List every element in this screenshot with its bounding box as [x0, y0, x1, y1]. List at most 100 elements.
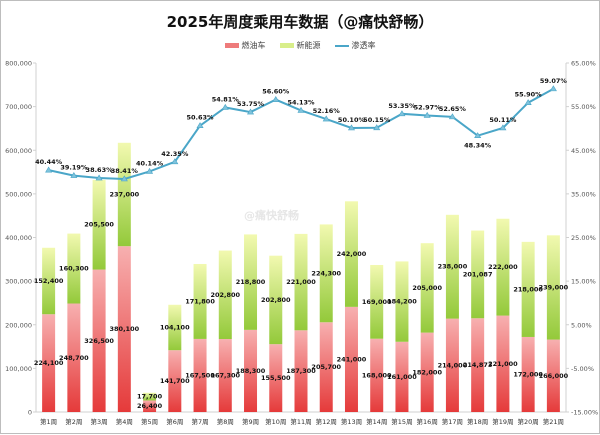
bar-nev [496, 218, 510, 316]
x-tick-label: 第7周 [191, 417, 208, 426]
bar-nev-label: 239,000 [539, 283, 569, 291]
y-right-tick: 65.00% [571, 60, 596, 68]
bar-fuel [420, 332, 434, 412]
line-marker-icon [95, 174, 103, 181]
bar-nev-label: 169,000 [362, 298, 392, 306]
bar-fuel [496, 315, 510, 412]
y-right-tick: -15.00% [571, 409, 598, 417]
y-left-tick: 500,000 [5, 190, 32, 198]
x-tick-label: 第19周 [492, 417, 513, 426]
bar-fuel [193, 338, 207, 412]
x-tick-label: 第16周 [417, 417, 438, 426]
bar-nev [546, 235, 560, 340]
bar-fuel [92, 269, 106, 412]
x-tick-label: 第13周 [341, 417, 362, 426]
bar-fuel-label: 214,873 [463, 361, 493, 369]
bar-fuel-label: 326,500 [84, 337, 114, 345]
line-marker-icon [297, 106, 305, 113]
bar-fuel-label: 172,000 [513, 370, 543, 378]
line-marker-icon [423, 111, 431, 118]
x-tick-label: 第9周 [242, 417, 259, 426]
line-marker-icon [246, 108, 255, 115]
bar-nev-label: 205,500 [84, 221, 114, 229]
bar-nev-label: 160,300 [59, 265, 89, 273]
y-left-tick: 0 [28, 409, 32, 417]
bar-nev [319, 224, 333, 323]
bar-nev-label: 17,700 [137, 393, 163, 401]
y-right-tick: 55.00% [571, 103, 596, 111]
line-marker-icon [474, 132, 482, 138]
bar-nev [117, 142, 131, 247]
legend-swatch-nev-icon [279, 43, 294, 48]
bar-fuel-label: 187,300 [286, 367, 316, 375]
bar-nev [244, 234, 258, 330]
x-tick-label: 第14周 [366, 417, 387, 426]
bar-fuel-label: 248,700 [59, 354, 89, 362]
penetration-label: 50.15% [363, 116, 391, 124]
bar-nev-label: 237,000 [110, 190, 140, 198]
bar-fuel [67, 303, 81, 412]
line-marker-icon [448, 113, 456, 120]
bar-nev [521, 241, 535, 337]
bar-nev [143, 392, 157, 401]
bar-nev-label: 171,800 [185, 297, 215, 305]
bar-fuel-label: 182,000 [412, 368, 442, 376]
legend-label-penetration: 渗透率 [351, 41, 376, 50]
bar-fuel-label: 205,700 [311, 363, 341, 371]
bar-fuel-label: 214,000 [438, 361, 468, 369]
y-left-tick: 100,000 [5, 365, 32, 373]
bar-nev-label: 238,000 [438, 263, 468, 271]
y-left-tick: 600,000 [5, 147, 32, 155]
x-tick-label: 第5周 [141, 417, 158, 426]
legend-item-penetration: 渗透率 [334, 40, 376, 51]
y-left-tick: 200,000 [5, 321, 32, 329]
bar-nev [344, 201, 358, 307]
bar-fuel [521, 336, 535, 412]
bar-nev [168, 304, 182, 351]
bar-nev [92, 179, 106, 270]
bar-fuel [42, 314, 56, 412]
x-tick-label: 第4周 [116, 417, 133, 426]
y-left-tick: 800,000 [5, 60, 32, 68]
bar-fuel [269, 344, 283, 412]
line-marker-icon [196, 122, 204, 128]
bar-nev-label: 224,300 [311, 269, 341, 277]
bar-nev-label: 205,000 [412, 284, 442, 292]
y-right-tick: 35.00% [571, 190, 596, 198]
penetration-label: 38.41% [111, 167, 139, 175]
legend-item-nev: 新能源 [279, 40, 321, 51]
bar-fuel [244, 329, 258, 412]
line-marker-icon [499, 124, 507, 131]
bar-nev [420, 243, 434, 333]
penetration-label: 39.19% [60, 164, 88, 172]
bar-fuel [143, 400, 157, 412]
bar-fuel-label: 167,500 [185, 371, 215, 379]
line-marker-icon [146, 167, 154, 174]
bar-fuel-label: 141,700 [160, 377, 190, 385]
bar-fuel [370, 338, 384, 412]
bar-fuel-label: 166,000 [539, 372, 569, 380]
penetration-label: 54.81% [212, 95, 240, 103]
bar-fuel-label: 224,100 [34, 359, 64, 367]
bar-fuel [445, 318, 459, 412]
x-tick-label: 第12周 [316, 417, 337, 426]
penetration-label: 52.16% [313, 107, 341, 115]
bar-nev [445, 214, 459, 319]
penetration-label: 42.35% [161, 150, 189, 158]
bar-nev-label: 218,000 [513, 285, 543, 293]
bar-fuel [344, 306, 358, 412]
x-tick-label: 第1周 [40, 417, 57, 426]
bar-nev [193, 263, 207, 339]
bar-fuel [168, 350, 182, 412]
bar-nev [42, 247, 56, 315]
penetration-label: 59.07% [540, 77, 568, 85]
y-left-tick: 300,000 [5, 278, 32, 286]
bar-nev [294, 233, 308, 331]
penetration-label: 56.60% [262, 88, 290, 96]
legend-label-fuel: 燃油车 [241, 41, 266, 50]
bar-fuel-label: 155,500 [261, 374, 291, 382]
y-right-tick: 15.00% [571, 278, 596, 286]
x-tick-label: 第2周 [65, 417, 82, 426]
